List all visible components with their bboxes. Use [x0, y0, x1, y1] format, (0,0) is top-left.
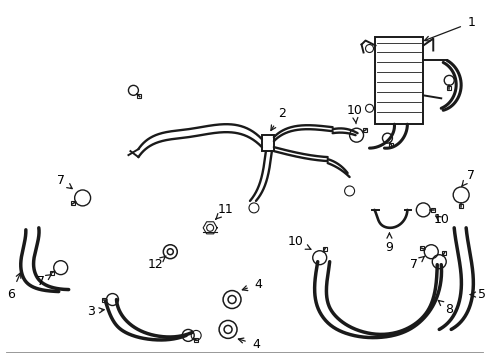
Bar: [441, 251, 446, 255]
Bar: [363, 128, 366, 132]
Text: 12: 12: [147, 256, 166, 271]
Bar: [447, 86, 450, 90]
Bar: [430, 208, 434, 212]
Text: 8: 8: [437, 301, 452, 316]
Text: 4: 4: [238, 338, 259, 351]
Bar: [71, 201, 75, 206]
Bar: [102, 298, 105, 302]
Text: 7: 7: [461, 168, 474, 186]
Text: 2: 2: [270, 107, 285, 130]
Bar: [50, 271, 54, 275]
Text: 7: 7: [37, 275, 51, 288]
Text: 10: 10: [346, 104, 362, 124]
Text: 10: 10: [432, 213, 448, 226]
Text: 4: 4: [242, 278, 262, 291]
Text: 6: 6: [7, 273, 21, 301]
Bar: [375, 37, 423, 124]
Bar: [322, 247, 326, 251]
Text: 3: 3: [86, 305, 104, 318]
Bar: [194, 338, 198, 342]
Text: 10: 10: [287, 235, 310, 249]
Bar: [262, 135, 273, 151]
Text: 11: 11: [215, 203, 232, 219]
Bar: [388, 143, 393, 147]
Bar: [137, 94, 141, 98]
Bar: [419, 246, 423, 250]
Text: 1: 1: [424, 16, 474, 41]
Bar: [458, 204, 462, 208]
Text: 7: 7: [57, 174, 72, 189]
Text: 7: 7: [409, 256, 424, 271]
Text: 9: 9: [385, 233, 392, 254]
Text: 5: 5: [469, 288, 485, 301]
